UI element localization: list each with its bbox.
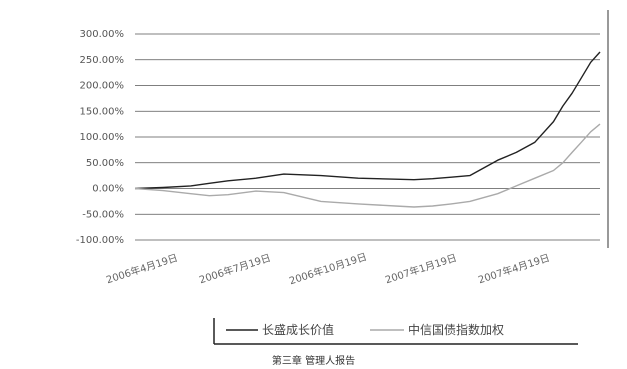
x-tick-label: 2006年4月19日 xyxy=(104,251,179,286)
series-lines xyxy=(134,51,601,208)
y-tick-label: -100.00% xyxy=(76,235,124,246)
legend: 长盛成长价值 中信国债指数加权 xyxy=(211,317,581,345)
y-tick-label: 250.00% xyxy=(80,55,125,66)
legend-label-series-2: 中信国债指数加权 xyxy=(408,322,504,337)
y-tick-label: 100.00% xyxy=(80,132,125,143)
x-tick-label: 2006年10月19日 xyxy=(287,250,368,287)
series-line-1 xyxy=(134,51,601,190)
page-caption: 第三章 管理人报告 xyxy=(271,356,356,367)
gridlines xyxy=(135,33,600,241)
series-line-2 xyxy=(134,123,601,208)
y-tick-label: 200.00% xyxy=(80,81,125,92)
y-tick-label: 50.00% xyxy=(86,158,124,169)
y-tick-label: 300.00% xyxy=(80,29,125,40)
y-tick-label: 150.00% xyxy=(80,106,125,117)
x-axis-tick-labels: 2006年4月19日 2006年7月19日 2006年10月19日 2007年1月19… xyxy=(104,250,551,287)
x-tick-label: 2007年1月19日 xyxy=(383,251,458,286)
legend-label-series-1: 长盛成长价值 xyxy=(262,322,334,337)
y-tick-label: -50.00% xyxy=(82,209,124,220)
x-tick-label: 2007年4月19日 xyxy=(476,251,551,286)
y-axis-tick-labels: 300.00% 250.00% 200.00% 150.00% 100.00% 50.00… xyxy=(76,29,124,246)
y-tick-label: 0.00% xyxy=(92,184,124,195)
x-tick-label: 2006年7月19日 xyxy=(197,251,272,286)
